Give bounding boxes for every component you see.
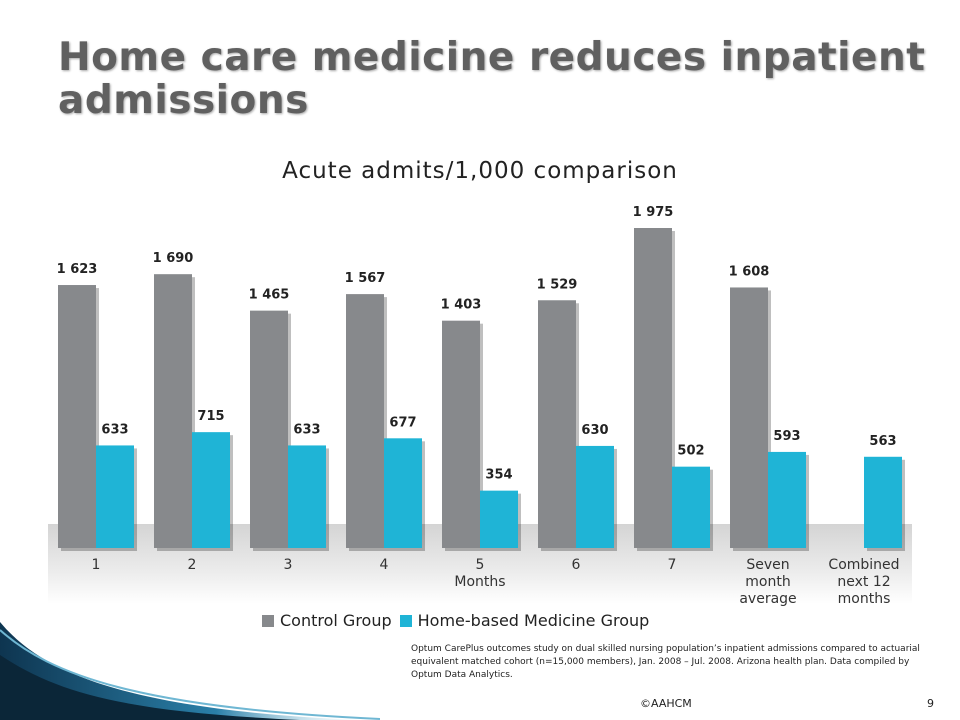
legend-swatch-control [262,614,274,627]
bar-control [154,274,192,548]
bars-group [58,228,905,551]
bar-home [192,432,230,548]
data-label-home: 633 [293,422,320,437]
bar-home [96,445,134,548]
legend-swatch-home [399,614,412,627]
legend-item-home: Home-based Medicine Group [399,611,650,630]
legend-label-control: Control Group [280,611,392,630]
data-label-control: 1 690 [153,251,194,266]
data-label-home: 630 [581,423,608,438]
data-label-home: 715 [197,409,224,424]
category-label: 3 [284,557,293,573]
data-label-home: 354 [485,468,512,483]
data-label-control: 1 403 [441,298,482,313]
slide-title: Home care medicine reduces inpatient adm… [58,35,926,123]
legend-label-home: Home-based Medicine Group [417,611,650,630]
bar-control [538,300,576,548]
category-label: 5 Months [454,557,505,590]
bar-home [576,445,614,548]
category-label: 2 [188,557,197,573]
source-note: Optum CarePlus outcomes study on dual sk… [411,644,920,680]
bar-home [864,456,902,548]
copyright-footer: ©AAHCM [640,697,692,710]
data-label-control: 1 529 [537,277,578,292]
bar-control [442,320,480,548]
bar-control [58,285,96,548]
data-label-home: 563 [869,434,896,449]
data-label-home: 677 [389,415,416,430]
data-label-control: 1 608 [729,264,770,279]
data-label-control: 1 623 [57,262,98,277]
page-number: 9 [927,697,934,710]
category-label: 4 [380,557,389,573]
category-label: 1 [92,557,101,573]
bar-control [250,310,288,548]
category-label: Seven month average [739,557,796,607]
legend: Control Group Home-based Medicine Group [262,611,649,630]
chart-title: Acute admits/1,000 comparison [282,158,678,184]
legend-item-control: Control Group [262,611,392,630]
bar-control [346,294,384,548]
category-label: 7 [668,557,677,573]
data-label-control: 1 567 [345,271,386,286]
bar-home [384,438,422,548]
bar-home [768,451,806,548]
bar-control [730,287,768,548]
decorative-corner-swoosh [0,622,380,720]
bar-home [288,445,326,548]
data-label-control: 1 975 [633,205,674,220]
bar-home [480,490,518,548]
data-label-home: 593 [773,429,800,444]
bar-control [634,228,672,548]
data-label-home: 502 [677,444,704,459]
category-label: 6 [572,557,581,573]
category-label: Combined next 12 months [828,557,899,607]
bar-home [672,466,710,548]
labels-group: 1 623 633 1 1 690 715 2 1 465 633 3 1 567 677 4 1 40… [57,205,900,607]
data-label-control: 1 465 [249,288,290,303]
data-label-home: 633 [101,422,128,437]
